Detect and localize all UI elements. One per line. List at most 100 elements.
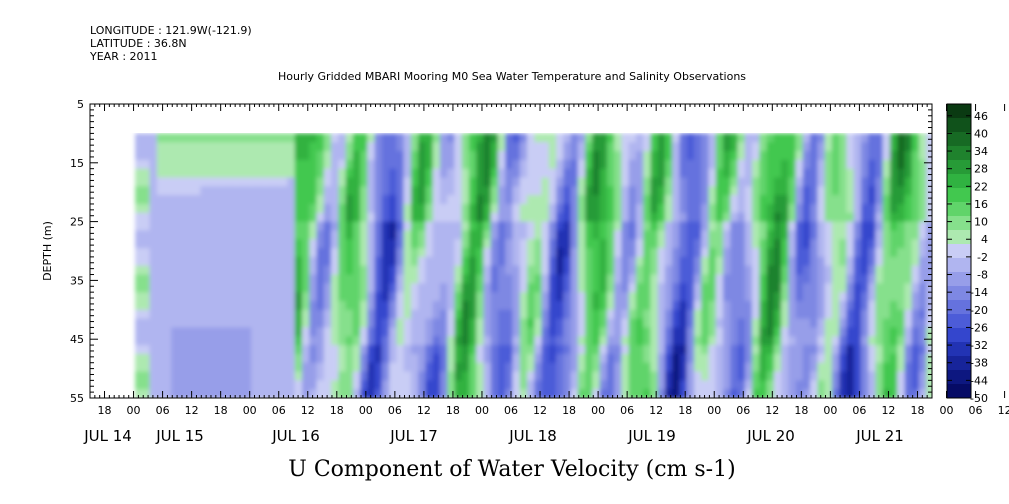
heatmap-cell (360, 389, 369, 398)
heatmap-cell (381, 248, 390, 258)
heatmap-cell (897, 309, 906, 320)
heatmap-cell (229, 371, 238, 381)
heatmap-cell (519, 380, 528, 390)
heatmap-cell (468, 168, 477, 179)
heatmap-cell (534, 221, 543, 232)
heatmap-cell (701, 380, 710, 390)
heatmap-cell (759, 204, 768, 214)
heatmap-cell (222, 371, 231, 381)
heatmap-cell (316, 186, 325, 196)
heatmap-cell (548, 195, 557, 205)
heatmap-cell (614, 389, 623, 398)
heatmap-cell (214, 309, 223, 320)
heatmap-cell (846, 186, 855, 196)
heatmap-cell (766, 380, 775, 390)
heatmap-cell (839, 186, 848, 196)
heatmap-cell (505, 204, 514, 214)
heatmap-cell (679, 195, 688, 205)
heatmap-cell (926, 142, 932, 152)
heatmap-cell (389, 353, 398, 364)
heatmap-cell (868, 327, 877, 337)
heatmap-cell (577, 168, 586, 179)
heatmap-cell (338, 133, 347, 143)
heatmap-cell (788, 274, 797, 284)
heatmap-cell (556, 177, 565, 187)
heatmap-cell (621, 256, 630, 267)
heatmap-cell (483, 177, 492, 187)
heatmap-cell (236, 212, 245, 223)
heatmap-cell (294, 230, 303, 240)
heatmap-cell (694, 353, 702, 364)
heatmap-cell (374, 318, 383, 329)
heatmap-cell (142, 327, 151, 337)
heatmap-cell (476, 265, 485, 276)
heatmap-cell (439, 327, 448, 337)
heatmap-cell (657, 318, 666, 329)
heatmap-cell (498, 204, 506, 214)
heatmap-cell (243, 230, 252, 240)
heatmap-cell (135, 353, 144, 364)
heatmap-cell (664, 389, 673, 398)
heatmap-cell (381, 274, 390, 284)
heatmap-cell (280, 142, 289, 152)
heatmap-cell (650, 186, 659, 196)
heatmap-cell (193, 265, 202, 276)
heatmap-cell (643, 301, 652, 311)
heatmap-cell (853, 212, 862, 223)
heatmap-cell (868, 168, 877, 179)
heatmap-cell (592, 327, 601, 337)
heatmap-cell (781, 195, 790, 205)
heatmap-cell (410, 389, 419, 398)
heatmap-cell (207, 151, 216, 161)
heatmap-cell (824, 292, 833, 302)
heatmap-cell (759, 221, 768, 232)
heatmap-cell (752, 265, 760, 276)
heatmap-cell (628, 283, 637, 293)
heatmap-cell (730, 204, 739, 214)
heatmap-cell (788, 256, 797, 267)
heatmap-cell (207, 345, 216, 355)
x-date-label: JUL 18 (508, 427, 557, 445)
heatmap-cell (585, 248, 594, 258)
heatmap-cell (715, 256, 724, 267)
heatmap-cell (882, 345, 891, 355)
heatmap-cell (570, 204, 579, 214)
heatmap-cell (352, 248, 361, 258)
heatmap-cell (650, 318, 659, 329)
x-hour-label: 00 (823, 404, 837, 417)
heatmap-cell (875, 186, 884, 196)
heatmap-cell (635, 309, 644, 320)
heatmap-cell (483, 362, 492, 373)
heatmap-cell (773, 327, 782, 337)
heatmap-cell (447, 186, 456, 196)
heatmap-cell (178, 274, 187, 284)
heatmap-cell (889, 204, 898, 214)
heatmap-cell (904, 142, 913, 152)
heatmap-cell (265, 327, 274, 337)
heatmap-cell (839, 274, 848, 284)
heatmap-cell (911, 256, 920, 267)
y-tick-label: 15 (70, 157, 84, 170)
heatmap-cell (135, 301, 144, 311)
heatmap-cell (236, 362, 245, 373)
heatmap-cell (338, 204, 347, 214)
heatmap-cell (367, 274, 376, 284)
heatmap-cell (606, 309, 615, 320)
heatmap-cell (926, 195, 932, 205)
heatmap-cell (229, 186, 238, 196)
heatmap-cell (715, 168, 724, 179)
heatmap-cell (650, 371, 659, 381)
heatmap-cell (614, 345, 623, 355)
heatmap-cell (701, 256, 710, 267)
heatmap-cell (432, 221, 441, 232)
heatmap-cell (323, 248, 332, 258)
heatmap-cell (635, 204, 644, 214)
heatmap-cell (911, 177, 920, 187)
heatmap-cell (730, 309, 739, 320)
colorbar-swatch (947, 356, 971, 371)
heatmap-cell (868, 362, 877, 373)
heatmap-cell (752, 168, 760, 179)
heatmap-cell (360, 186, 369, 196)
heatmap-cell (599, 301, 608, 311)
heatmap-cell (723, 274, 731, 284)
